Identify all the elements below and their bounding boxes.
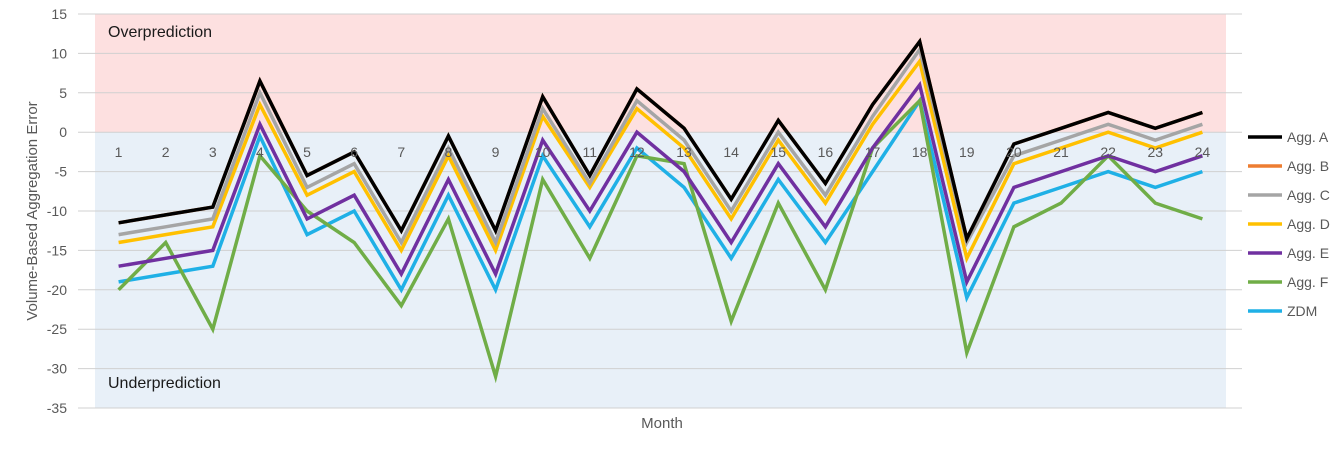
x-tick-label: 6 (350, 144, 358, 160)
x-tick-label: 17 (865, 144, 881, 160)
x-tick-label: 2 (162, 144, 170, 160)
legend-item-agg-f: Agg. F (1248, 274, 1328, 290)
y-tick-label: 0 (59, 124, 67, 140)
x-tick-label: 5 (303, 144, 311, 160)
legend-label: Agg. C (1287, 187, 1330, 203)
legend-label: Agg. F (1287, 274, 1328, 290)
y-tick-labels: 15 10 5 0 -5 -10 -15 -20 -25 -30 -35 (47, 6, 67, 416)
y-tick-label: -5 (55, 164, 68, 180)
region-labels: Overprediction Underprediction (108, 24, 221, 392)
legend: Agg. A Agg. B Agg. C Agg. D Agg. E Agg. F ZDM (1248, 129, 1330, 319)
x-tick-label: 18 (912, 144, 928, 160)
x-tick-label: 19 (959, 144, 975, 160)
legend-item-agg-a: Agg. A (1248, 129, 1329, 145)
y-tick-label: -35 (47, 400, 67, 416)
y-tick-label: -15 (47, 242, 67, 258)
legend-item-agg-b: Agg. B (1248, 158, 1329, 174)
series-line-agg-c (118, 45, 1203, 248)
series-line-zdm (118, 96, 1203, 303)
x-tick-label: 10 (535, 144, 551, 160)
x-tick-label: 3 (209, 144, 217, 160)
x-tick-label: 16 (818, 144, 834, 160)
x-tick-label: 15 (771, 144, 787, 160)
legend-item-agg-e: Agg. E (1248, 245, 1329, 261)
legend-label: Agg. E (1287, 245, 1329, 261)
x-tick-label: 20 (1006, 144, 1022, 160)
region-overprediction (95, 14, 1226, 133)
legend-label: ZDM (1287, 303, 1317, 319)
y-tick-label: 10 (51, 45, 67, 61)
legend-label: Agg. B (1287, 158, 1329, 174)
x-tick-label: 9 (492, 144, 500, 160)
region-label-overprediction: Overprediction (108, 24, 212, 41)
y-axis-title: Volume-Based Aggregation Error (24, 101, 41, 320)
x-tick-label: 13 (676, 144, 692, 160)
x-tick-label: 22 (1100, 144, 1116, 160)
y-tick-label: -30 (47, 361, 67, 377)
x-tick-label: 12 (629, 144, 645, 160)
x-tick-labels: 1 2 3 4 5 6 7 8 9 10 11 12 13 14 15 16 17 18 19 20 21 22 23 24 (115, 144, 1211, 160)
x-tick-label: 23 (1148, 144, 1164, 160)
x-tick-label: 11 (583, 144, 598, 160)
x-axis-title: Month (641, 415, 683, 432)
legend-item-agg-d: Agg. D (1248, 216, 1330, 232)
legend-item-zdm: ZDM (1248, 303, 1317, 319)
x-tick-label: 7 (397, 144, 405, 160)
series-line-agg-e (118, 80, 1203, 287)
y-tick-label: -20 (47, 282, 67, 298)
x-tick-label: 1 (115, 144, 123, 160)
y-tick-label: -10 (47, 203, 67, 219)
x-tick-label: 24 (1195, 144, 1211, 160)
legend-label: Agg. A (1287, 129, 1329, 145)
y-tick-label: 15 (51, 6, 67, 22)
x-tick-label: 8 (445, 144, 453, 160)
x-tick-label: 4 (256, 144, 264, 160)
legend-item-agg-c: Agg. C (1248, 187, 1330, 203)
y-tick-label: 5 (59, 85, 67, 101)
series-line-agg-a (118, 37, 1203, 244)
x-tick-label: 14 (723, 144, 739, 160)
legend-label: Agg. D (1287, 216, 1330, 232)
series-layer (117, 37, 1203, 384)
region-label-underprediction: Underprediction (108, 375, 221, 392)
x-tick-label: 21 (1053, 144, 1069, 160)
y-tick-label: -25 (47, 321, 67, 337)
series-line-agg-d (118, 57, 1203, 264)
